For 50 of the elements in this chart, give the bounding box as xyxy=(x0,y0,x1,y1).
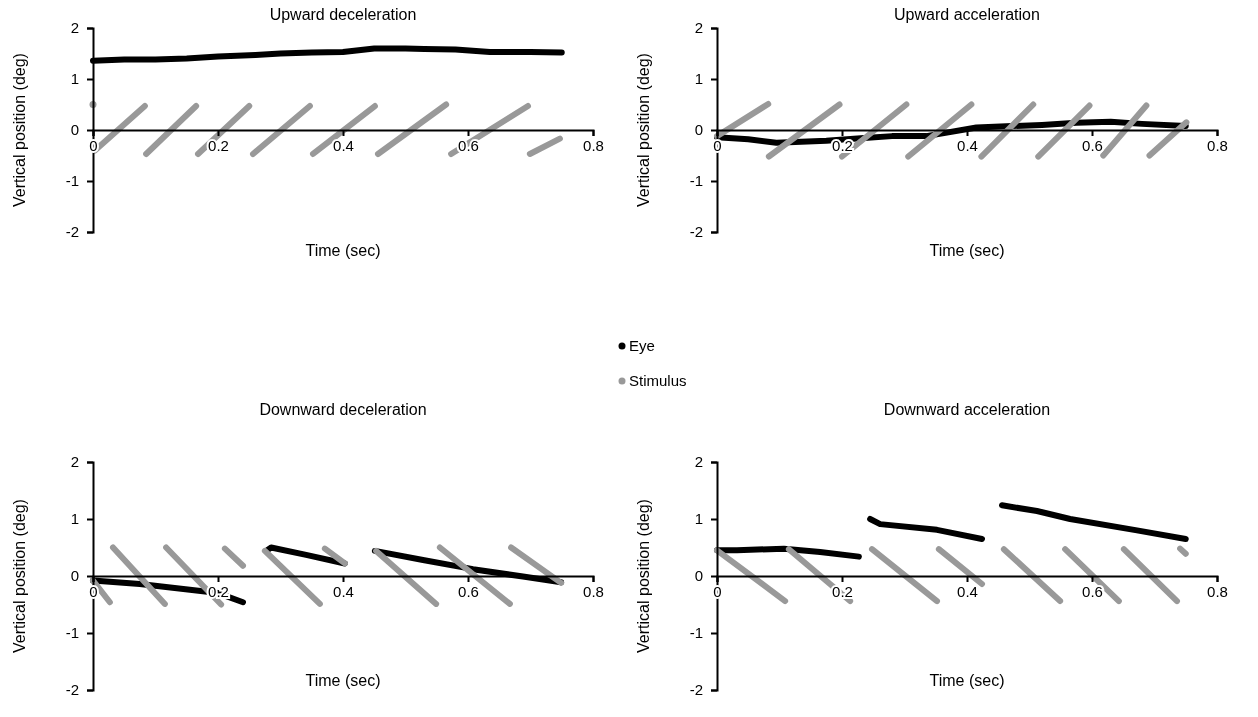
y-tick-label: 0 xyxy=(70,567,79,585)
x-tick-label: 0.2 xyxy=(832,582,853,600)
y-tick-label: 2 xyxy=(694,453,703,471)
x-tick-label: 0.2 xyxy=(832,136,853,154)
x-tick-label: 0.8 xyxy=(1207,136,1228,154)
x-tick-label: 0.4 xyxy=(957,136,978,154)
x-tick-label: 0.8 xyxy=(1207,582,1228,600)
y-tick-label: 1 xyxy=(694,510,703,528)
x-tick-label: 0.6 xyxy=(458,136,479,154)
y-tick-label: -1 xyxy=(65,624,79,642)
x-tick-label: 0.6 xyxy=(1082,582,1103,600)
y-tick-label: -1 xyxy=(689,624,703,642)
x-tick-label: 0.6 xyxy=(1082,136,1103,154)
y-tick-label: 2 xyxy=(70,19,79,37)
y-tick-label: 0 xyxy=(694,567,703,585)
x-axis-title: Time (sec) xyxy=(929,242,1005,259)
x-tick-label: 0.2 xyxy=(208,136,229,154)
y-axis-title: Vertical position (deg) xyxy=(635,499,652,653)
legend-label: Eye xyxy=(629,337,655,354)
y-tick-label: -2 xyxy=(689,223,703,241)
legend-label: Stimulus xyxy=(629,372,687,389)
x-tick-label: 0.4 xyxy=(333,136,354,154)
y-tick-label: 1 xyxy=(70,70,79,88)
x-tick-label: 0.8 xyxy=(583,136,604,154)
x-tick-label: 0.4 xyxy=(333,582,354,600)
y-tick-label: 1 xyxy=(694,70,703,88)
y-axis-title: Vertical position (deg) xyxy=(635,53,652,207)
chart-title: Upward deceleration xyxy=(269,6,417,23)
y-tick-label: 0 xyxy=(70,121,79,139)
y-tick-label: -2 xyxy=(65,223,79,241)
y-tick-label: -2 xyxy=(689,681,703,699)
y-tick-label: 0 xyxy=(694,121,703,139)
y-axis-title: Vertical position (deg) xyxy=(11,53,28,207)
y-tick-label: 2 xyxy=(694,19,703,37)
y-tick-label: 2 xyxy=(70,453,79,471)
y-tick-label: -1 xyxy=(689,172,703,190)
y-tick-label: 1 xyxy=(70,510,79,528)
chart-title: Downward deceleration xyxy=(259,401,427,418)
x-tick-label: 0 xyxy=(89,136,98,154)
chart-title: Upward acceleration xyxy=(894,6,1040,23)
x-axis-title: Time (sec) xyxy=(305,242,381,259)
x-axis-title: Time (sec) xyxy=(929,672,1005,689)
x-tick-label: 0.4 xyxy=(957,582,978,600)
chart-title: Downward acceleration xyxy=(883,401,1051,418)
x-tick-label: 0.8 xyxy=(583,582,604,600)
x-tick-label: 0.6 xyxy=(458,582,479,600)
x-axis-title: Time (sec) xyxy=(305,672,381,689)
y-tick-label: -2 xyxy=(65,681,79,699)
y-axis-title: Vertical position (deg) xyxy=(11,499,28,653)
y-tick-label: -1 xyxy=(65,172,79,190)
